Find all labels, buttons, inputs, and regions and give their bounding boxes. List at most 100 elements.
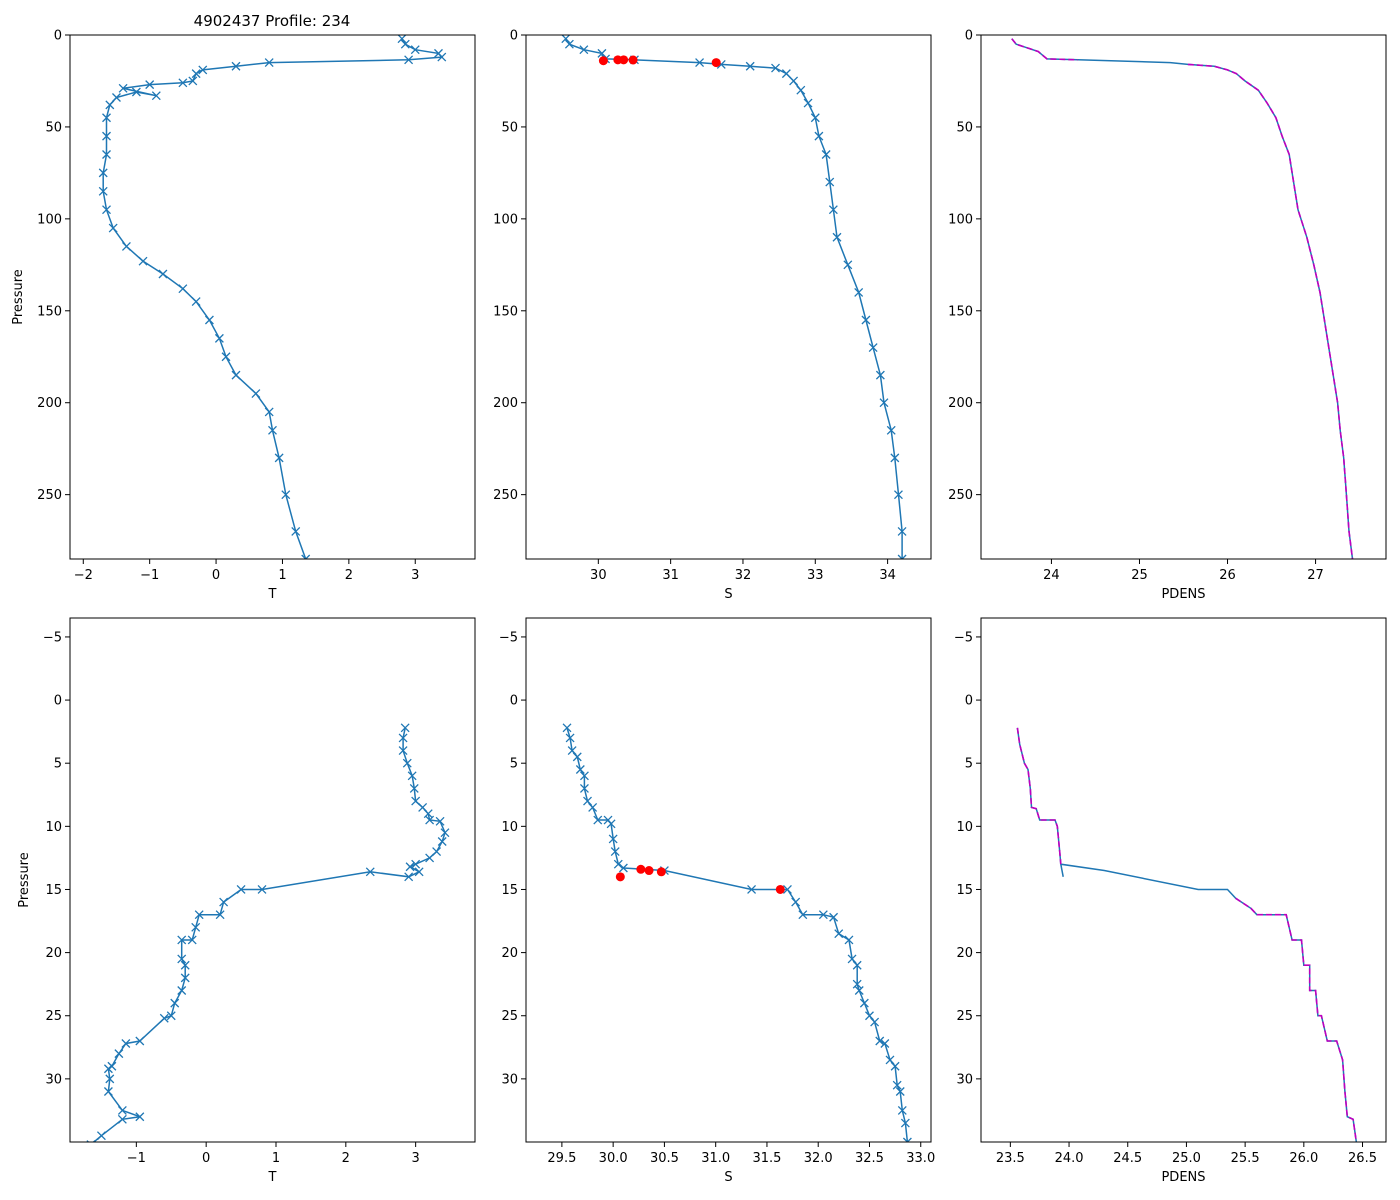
y-tick-label: 150 xyxy=(37,304,62,319)
x-tick-label: 24.0 xyxy=(1055,1151,1084,1166)
density-overlay-lower xyxy=(1187,63,1354,559)
data-point-marker xyxy=(597,48,607,58)
data-point-marker xyxy=(791,897,801,907)
data-point-marker xyxy=(567,746,577,756)
data-point-marker xyxy=(825,177,835,187)
data-point-marker xyxy=(593,815,603,825)
data-point-marker xyxy=(579,45,589,55)
data-point-marker xyxy=(121,241,131,251)
data-point-marker xyxy=(821,150,831,159)
x-tick-label: 33.0 xyxy=(906,1151,935,1166)
data-point-marker xyxy=(789,76,799,86)
data-point-marker xyxy=(834,929,844,939)
x-axis-label: T xyxy=(268,587,277,602)
data-point-marker xyxy=(588,802,598,812)
x-tick-label: 26.0 xyxy=(1289,1151,1318,1166)
data-point-marker xyxy=(865,1011,874,1021)
highlight-point xyxy=(636,864,646,874)
data-point-marker xyxy=(398,733,408,743)
data-point-marker xyxy=(178,78,188,88)
y-tick-label: 50 xyxy=(956,120,973,135)
data-point-marker xyxy=(236,885,246,894)
x-tick-label: 3 xyxy=(411,568,419,583)
plot-area xyxy=(561,35,907,559)
data-point-marker xyxy=(425,853,435,863)
data-point-marker xyxy=(437,52,447,62)
data-point-marker xyxy=(859,998,869,1008)
y-tick-label: 25 xyxy=(501,1009,518,1024)
density-overlay-upper xyxy=(1011,38,1078,61)
y-tick-label: 50 xyxy=(45,120,62,135)
x-axis-label: S xyxy=(724,1170,732,1185)
y-tick-label: 20 xyxy=(956,946,973,961)
data-point-marker xyxy=(131,87,141,97)
data-point-marker xyxy=(102,205,111,215)
data-point-marker xyxy=(158,269,168,279)
data-point-marker xyxy=(885,1055,895,1065)
data-point-marker xyxy=(828,205,838,215)
data-point-marker xyxy=(409,783,419,793)
y-tick-label: −5 xyxy=(954,630,973,645)
y-tick-label: 0 xyxy=(54,29,62,44)
y-tick-label: 250 xyxy=(948,488,973,503)
data-point-marker xyxy=(575,765,585,774)
data-point-marker xyxy=(440,828,450,838)
highlight-point xyxy=(619,55,629,65)
highlight-point xyxy=(656,867,666,877)
figure-title: 4902437 Profile: 234 xyxy=(194,12,351,30)
data-point-marker xyxy=(214,333,224,343)
data-point-marker xyxy=(180,973,190,983)
axes-top-s: 30 31 32 33 34 0 50 100 150 200 250 S xyxy=(493,29,932,602)
plot-area xyxy=(562,723,912,1142)
data-point-marker xyxy=(861,315,871,325)
data-point-marker xyxy=(404,55,414,65)
x-tick-label: 32.0 xyxy=(804,1151,833,1166)
data-point-marker xyxy=(170,998,180,1008)
data-point-marker xyxy=(425,815,435,825)
data-point-marker xyxy=(159,1013,169,1023)
x-tick-label: 2 xyxy=(345,568,353,583)
data-point-marker xyxy=(145,80,155,90)
data-point-marker xyxy=(870,1017,880,1027)
y-tick-label: 15 xyxy=(956,883,973,898)
data-point-marker xyxy=(231,370,241,380)
y-tick-label: 15 xyxy=(501,883,518,898)
data-point-marker xyxy=(879,398,889,408)
x-tick-label: 25.0 xyxy=(1172,1151,1201,1166)
highlight-point xyxy=(644,866,654,876)
y-tick-label: 10 xyxy=(956,820,973,835)
data-point-marker xyxy=(854,986,864,995)
data-point-marker xyxy=(880,1039,890,1048)
data-point-marker xyxy=(268,425,277,435)
data-point-marker xyxy=(96,1131,106,1141)
axes-frame xyxy=(69,617,476,1143)
data-point-marker xyxy=(215,910,225,920)
axes-bottom-pdens: 23.5 24.0 24.5 25.0 25.5 26.0 26.5 −5 0 5 10 15 20 25… xyxy=(954,617,1387,1185)
axes-frame xyxy=(69,34,476,560)
data-point-marker xyxy=(98,168,108,178)
data-point-marker xyxy=(264,407,274,417)
data-point-marker xyxy=(274,453,284,463)
y-tick-label: 150 xyxy=(493,304,518,319)
x-tick-label: 31.0 xyxy=(701,1151,730,1166)
data-point-marker xyxy=(410,45,420,55)
data-point-marker xyxy=(818,910,828,920)
data-point-marker xyxy=(166,1011,176,1021)
data-point-marker xyxy=(610,847,620,857)
data-point-marker xyxy=(264,58,274,68)
data-point-marker xyxy=(177,935,187,945)
data-point-marker xyxy=(98,186,108,196)
y-tick-label: 200 xyxy=(948,396,973,411)
y-tick-label: 20 xyxy=(45,946,62,961)
x-tick-label: 24.5 xyxy=(1113,1151,1142,1166)
plot-area xyxy=(98,35,447,559)
data-point-marker xyxy=(187,935,197,945)
data-point-marker xyxy=(365,867,375,877)
data-point-marker xyxy=(579,771,589,781)
data-point-marker xyxy=(852,979,862,989)
x-tick-label: 1 xyxy=(272,1151,280,1166)
y-tick-label: 30 xyxy=(956,1072,973,1087)
y-tick-label: 5 xyxy=(54,757,62,772)
data-point-marker xyxy=(897,1105,907,1115)
